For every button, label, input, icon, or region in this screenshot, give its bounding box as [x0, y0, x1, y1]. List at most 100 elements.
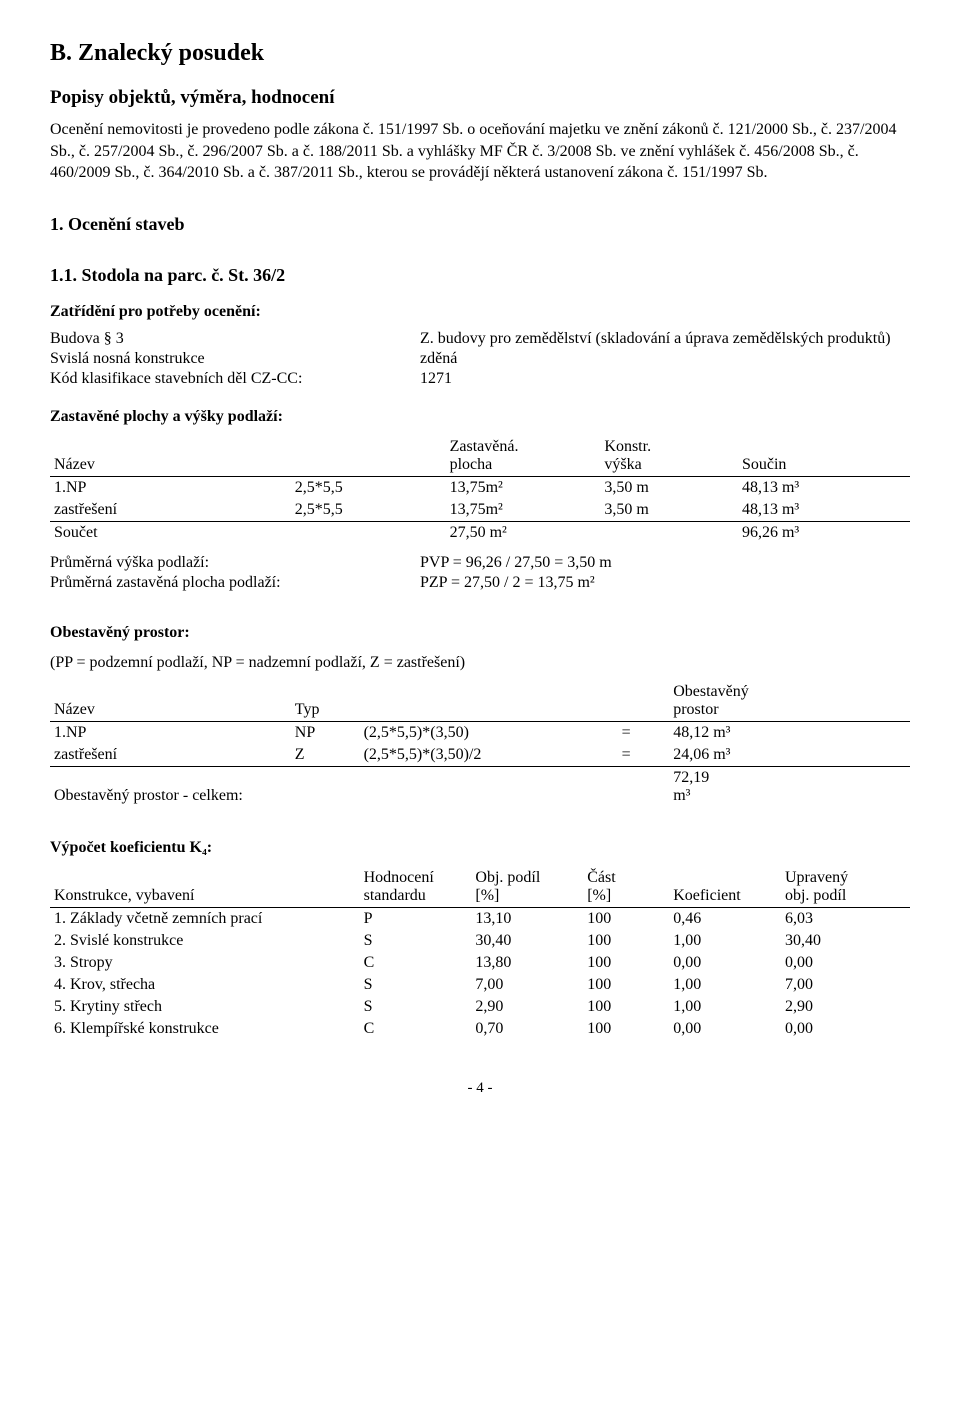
table-cell: 7,00	[781, 974, 910, 996]
k4-table: Konstrukce, vybavení Hodnocení standardu…	[50, 867, 910, 1040]
table-header-row: Název Typ Obestavěný prostor	[50, 681, 910, 722]
average-key: Průměrná výška podlaží:	[50, 554, 420, 572]
classification-row: Kód klasifikace stavebních děl CZ-CC: 12…	[50, 370, 910, 388]
table-cell: 7,00	[471, 974, 583, 996]
table-cell: C	[360, 1018, 472, 1040]
volume-heading: Obestavěný prostor:	[50, 622, 910, 644]
table-cell: 1.NP	[50, 476, 291, 499]
average-value: PVP = 96,26 / 27,50 = 3,50 m	[420, 554, 910, 572]
table-header	[618, 681, 670, 722]
table-cell: 2. Svislé konstrukce	[50, 930, 360, 952]
table-cell: Součet	[50, 521, 291, 544]
volume-table: Název Typ Obestavěný prostor 1.NP NP (2,…	[50, 681, 910, 807]
table-cell: 0,00	[781, 1018, 910, 1040]
table-cell: 96,26 m³	[738, 521, 910, 544]
table-cell: 0,00	[669, 1018, 781, 1040]
table-header: Část [%]	[583, 867, 669, 908]
section-1-title: 1. Ocenění staveb	[50, 214, 910, 235]
intro-text: Ocenění nemovitosti je provedeno podle z…	[50, 119, 910, 184]
table-cell	[600, 521, 738, 544]
table-header	[360, 681, 618, 722]
average-row: Průměrná zastavěná plocha podlaží: PZP =…	[50, 574, 910, 592]
table-cell: 100	[583, 1018, 669, 1040]
areas-heading: Zastavěné plochy a výšky podlaží:	[50, 406, 910, 428]
table-cell: 6. Klempířské konstrukce	[50, 1018, 360, 1040]
table-header: Součin	[738, 436, 910, 477]
table-cell: 13,75m²	[446, 499, 601, 522]
table-cell: 13,10	[471, 907, 583, 930]
table-row: 6. Klempířské konstrukce C 0,70 100 0,00…	[50, 1018, 910, 1040]
table-cell: (2,5*5,5)*(3,50)	[360, 722, 618, 745]
table-cell: 24,06 m³	[669, 744, 910, 767]
volume-note: (PP = podzemní podlaží, NP = nadzemní po…	[50, 652, 910, 674]
table-row: 2. Svislé konstrukce S 30,40 100 1,00 30…	[50, 930, 910, 952]
table-cell: 100	[583, 952, 669, 974]
page-number: - 4 -	[50, 1080, 910, 1097]
table-row: zastřešení 2,5*5,5 13,75m² 3,50 m 48,13 …	[50, 499, 910, 522]
table-cell: P	[360, 907, 472, 930]
table-cell: 0,00	[781, 952, 910, 974]
table-cell: zastřešení	[50, 499, 291, 522]
page-title: B. Znalecký posudek	[50, 40, 910, 67]
table-row: 3. Stropy C 13,80 100 0,00 0,00	[50, 952, 910, 974]
table-cell: 100	[583, 930, 669, 952]
table-sum-row: Obestavěný prostor - celkem: 72,19 m³	[50, 767, 910, 808]
classification-key: Budova § 3	[50, 330, 420, 348]
average-value: PZP = 27,50 / 2 = 13,75 m²	[420, 574, 910, 592]
table-cell: 1.NP	[50, 722, 291, 745]
table-cell: 30,40	[781, 930, 910, 952]
table-header: Název	[50, 681, 291, 722]
table-cell: 2,90	[471, 996, 583, 1018]
table-cell: S	[360, 974, 472, 996]
table-cell: 13,80	[471, 952, 583, 974]
table-cell: 0,70	[471, 1018, 583, 1040]
table-cell: C	[360, 952, 472, 974]
classification-value: 1271	[420, 370, 910, 388]
table-cell: 3,50 m	[600, 476, 738, 499]
table-cell: 0,00	[669, 952, 781, 974]
table-cell: 100	[583, 974, 669, 996]
table-cell: 72,19 m³	[669, 767, 910, 808]
k4-heading: Výpočet koeficientu K₄:	[50, 837, 910, 859]
classification-row: Budova § 3 Z. budovy pro zemědělství (sk…	[50, 330, 910, 348]
table-header	[291, 436, 446, 477]
table-cell: 100	[583, 996, 669, 1018]
classification-value: zděná	[420, 350, 910, 368]
table-cell	[291, 521, 446, 544]
average-row: Průměrná výška podlaží: PVP = 96,26 / 27…	[50, 554, 910, 572]
table-cell: =	[618, 722, 670, 745]
table-header: Upravený obj. podíl	[781, 867, 910, 908]
table-cell: zastřešení	[50, 744, 291, 767]
table-cell: 100	[583, 907, 669, 930]
table-cell: 1,00	[669, 974, 781, 996]
table-header: Zastavěná. plocha	[446, 436, 601, 477]
table-row: 5. Krytiny střech S 2,90 100 1,00 2,90	[50, 996, 910, 1018]
table-row: 1.NP 2,5*5,5 13,75m² 3,50 m 48,13 m³	[50, 476, 910, 499]
table-cell: S	[360, 996, 472, 1018]
classification-list: Budova § 3 Z. budovy pro zemědělství (sk…	[50, 330, 910, 388]
table-cell: S	[360, 930, 472, 952]
table-cell: 27,50 m²	[446, 521, 601, 544]
classification-value: Z. budovy pro zemědělství (skladování a …	[420, 330, 910, 348]
classification-heading: Zatřídění pro potřeby ocenění:	[50, 301, 910, 323]
table-cell: 1. Základy včetně zemních prací	[50, 907, 360, 930]
section-1-1-title: 1.1. Stodola na parc. č. St. 36/2	[50, 265, 910, 286]
table-row: 4. Krov, střecha S 7,00 100 1,00 7,00	[50, 974, 910, 996]
table-cell: 2,90	[781, 996, 910, 1018]
table-cell: 13,75m²	[446, 476, 601, 499]
table-cell: (2,5*5,5)*(3,50)/2	[360, 744, 618, 767]
table-sum-row: Součet 27,50 m² 96,26 m³	[50, 521, 910, 544]
table-cell: Z	[291, 744, 360, 767]
table-cell: 6,03	[781, 907, 910, 930]
table-cell: 30,40	[471, 930, 583, 952]
table-header-row: Název Zastavěná. plocha Konstr. výška So…	[50, 436, 910, 477]
table-cell: 1,00	[669, 996, 781, 1018]
table-header: Název	[50, 436, 291, 477]
table-cell: 0,46	[669, 907, 781, 930]
table-cell: 48,13 m³	[738, 499, 910, 522]
table-cell: Obestavěný prostor - celkem:	[50, 767, 669, 808]
table-cell: 3,50 m	[600, 499, 738, 522]
table-header-row: Konstrukce, vybavení Hodnocení standardu…	[50, 867, 910, 908]
average-key: Průměrná zastavěná plocha podlaží:	[50, 574, 420, 592]
table-row: 1.NP NP (2,5*5,5)*(3,50) = 48,12 m³	[50, 722, 910, 745]
